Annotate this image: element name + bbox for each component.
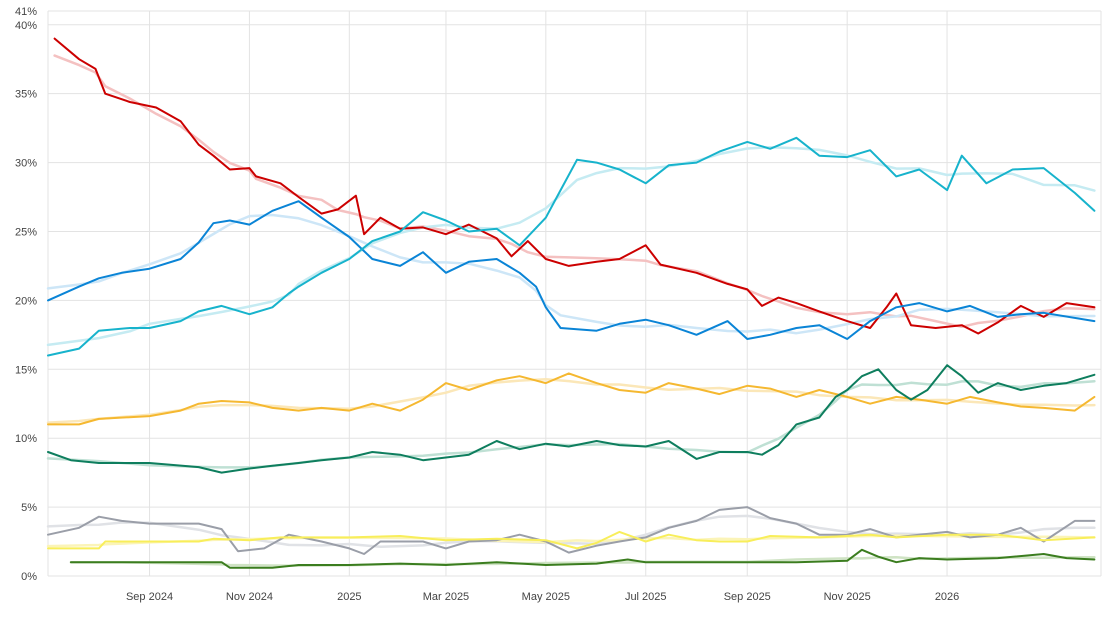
x-tick-label: Nov 2025 [824,591,871,603]
x-tick-label: Sep 2024 [126,591,173,603]
y-tick-label: 5% [21,502,37,514]
x-tick-label: Jul 2025 [625,591,667,603]
y-tick-label: 20% [15,295,37,307]
y-tick-label: 25% [15,226,37,238]
grid [47,10,1102,577]
x-tick-label: Nov 2024 [226,591,273,603]
series-line-cyan [47,136,1096,357]
x-tick-label: 2025 [337,591,361,603]
series-line-blue [47,200,1096,340]
trend-line-orange [46,377,1096,424]
x-tick-label: Mar 2025 [423,591,469,603]
y-tick-label: 15% [15,364,37,376]
x-axis-ticks: Sep 2024 Nov 2024 2025 Mar 2025 May 2025 Jul … [126,591,959,603]
y-tick-label: 40% [15,20,37,32]
series-line-yellow [47,530,1096,550]
trend-line-gray [46,514,1096,549]
trend-line-red [53,54,1096,329]
series-line-orange [47,372,1096,426]
series-line-teal [47,364,1096,474]
series-lines [47,37,1096,569]
trend-line-cyan [46,145,1096,347]
x-tick-label: Sep 2025 [724,591,771,603]
y-axis-ticks: 0% 5% 10% 15% 20% 25% 30% 35% 40% 41% [15,6,37,583]
series-line-red [53,37,1096,335]
trend-line-teal [46,379,1096,469]
y-tick-label: 35% [15,89,37,101]
x-tick-label: 2026 [935,591,959,603]
y-tick-label: 41% [15,6,37,18]
y-tick-label: 10% [15,433,37,445]
y-tick-label: 0% [21,571,37,583]
series-line-gray [47,506,1096,555]
x-tick-label: May 2025 [522,591,570,603]
series-line-green [69,548,1096,569]
y-tick-label: 30% [15,158,37,170]
